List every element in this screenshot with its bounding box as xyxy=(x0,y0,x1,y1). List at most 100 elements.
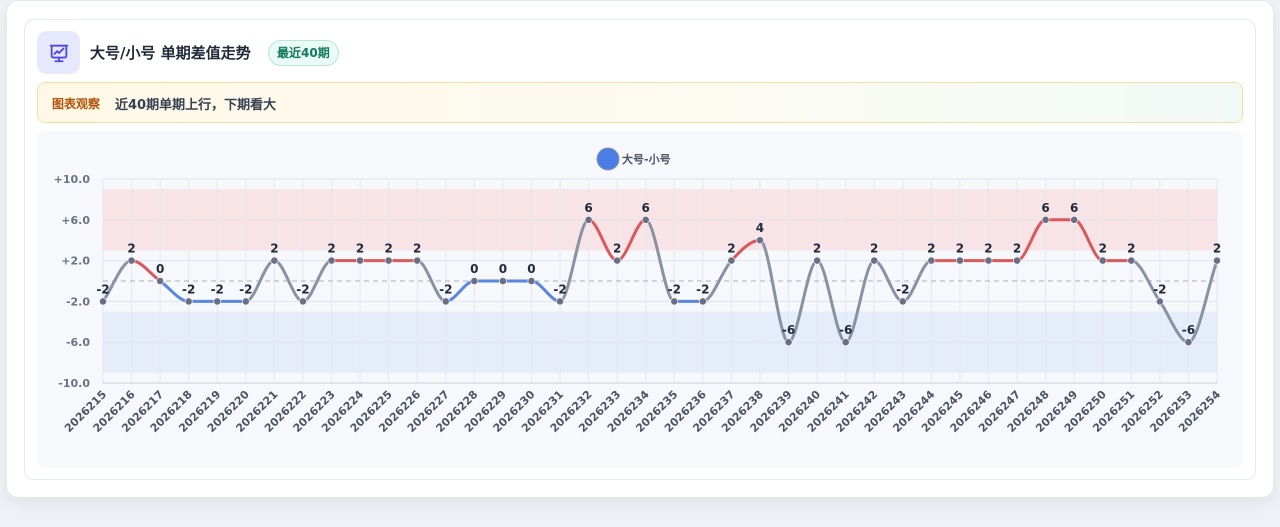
data-point xyxy=(670,297,679,306)
data-point xyxy=(527,277,536,285)
y-tick-label: +2.0 xyxy=(61,255,90,268)
data-point xyxy=(384,256,393,265)
data-label: 2 xyxy=(927,242,935,256)
data-label: 2 xyxy=(1213,242,1221,256)
data-label: -6 xyxy=(1182,323,1195,337)
data-label: 0 xyxy=(527,262,535,276)
data-point xyxy=(756,236,764,245)
data-point xyxy=(1013,256,1021,265)
data-point xyxy=(99,297,107,306)
data-label: 2 xyxy=(1099,242,1107,256)
data-label: 2 xyxy=(127,242,135,256)
data-label: -2 xyxy=(696,282,709,296)
data-label: 2 xyxy=(813,242,821,256)
data-point xyxy=(413,256,422,265)
y-tick-label: -10.0 xyxy=(58,377,90,390)
observation-note: 图表观察 近40期单期上行，下期看大 xyxy=(37,82,1243,123)
data-label: 2 xyxy=(327,242,335,256)
data-point xyxy=(127,256,136,265)
data-label: -2 xyxy=(182,282,195,296)
data-label: 2 xyxy=(870,242,878,256)
data-point xyxy=(156,277,165,285)
data-label: -6 xyxy=(839,323,852,337)
data-point xyxy=(1070,215,1079,224)
data-point xyxy=(270,256,279,265)
data-point xyxy=(1098,256,1107,265)
data-label: -2 xyxy=(239,282,252,296)
data-point xyxy=(613,256,622,265)
data-point xyxy=(641,215,650,224)
data-label: 2 xyxy=(384,242,392,256)
data-label: -2 xyxy=(296,282,309,296)
series-line-segment xyxy=(558,218,591,303)
data-label: 6 xyxy=(1041,201,1049,215)
data-label: 2 xyxy=(613,242,621,256)
data-label: 2 xyxy=(413,242,421,256)
data-point xyxy=(727,256,736,265)
data-label: 6 xyxy=(642,201,650,215)
observation-text: 近40期单期上行，下期看大 xyxy=(115,98,277,113)
data-point xyxy=(1127,256,1136,265)
y-tick-label: -2.0 xyxy=(66,295,90,308)
data-point xyxy=(1155,297,1164,306)
data-point xyxy=(1041,215,1050,224)
data-point xyxy=(927,256,936,265)
data-point xyxy=(213,297,222,306)
series-line-segment xyxy=(815,259,848,344)
data-label: -2 xyxy=(96,282,109,296)
data-label: 2 xyxy=(356,242,364,256)
data-point xyxy=(1184,338,1193,347)
data-label: 2 xyxy=(956,242,964,256)
data-label: -2 xyxy=(896,282,909,296)
data-point xyxy=(870,256,879,265)
y-tick-label: +10.0 xyxy=(54,173,91,186)
series-line-segment xyxy=(644,218,676,303)
data-point xyxy=(441,297,450,306)
data-point xyxy=(841,338,850,347)
data-point xyxy=(1213,256,1221,265)
data-label: -6 xyxy=(782,323,795,337)
data-label: -2 xyxy=(553,282,566,296)
data-label: 2 xyxy=(984,242,992,256)
data-label: 0 xyxy=(499,262,507,276)
data-point xyxy=(698,297,707,306)
legend-marker xyxy=(596,147,620,171)
data-point xyxy=(784,338,793,347)
observation-tag: 图表观察 xyxy=(52,97,101,111)
line-chart: +10.0 +6.0 +2.0 -2.0 -6.0 -10.0 -2 2 0 -2 -2 -2 2 -2 2… xyxy=(54,147,1223,435)
legend-label: 大号-小号 xyxy=(622,152,671,166)
data-label: -2 xyxy=(439,282,452,296)
data-label: 6 xyxy=(1070,201,1078,215)
data-label: -2 xyxy=(668,282,681,296)
data-label: 2 xyxy=(270,242,278,256)
data-label: -2 xyxy=(211,282,224,296)
chart-title: 大号/小号 单期差值走势 xyxy=(90,44,251,62)
series-line-segment xyxy=(758,238,791,344)
data-point xyxy=(327,256,336,265)
data-point xyxy=(241,297,250,306)
chart-area: +10.0 +6.0 +2.0 -2.0 -6.0 -10.0 -2 2 0 -2 -2 -2 2 -2 2… xyxy=(37,131,1243,468)
data-label: -2 xyxy=(1153,282,1166,296)
data-point xyxy=(184,297,193,306)
data-point xyxy=(956,256,964,265)
y-tick-label: +6.0 xyxy=(61,214,90,227)
data-point xyxy=(470,277,479,285)
data-label: 0 xyxy=(156,262,164,276)
data-point xyxy=(556,297,564,306)
presentation-chart-icon xyxy=(37,31,80,74)
data-label: 6 xyxy=(584,201,592,215)
data-label: 2 xyxy=(1127,242,1135,256)
data-point xyxy=(898,297,907,306)
data-label: 0 xyxy=(470,262,478,276)
data-label: 4 xyxy=(756,221,764,235)
period-badge: 最近40期 xyxy=(268,40,339,66)
data-point xyxy=(299,297,307,306)
series-line-segment xyxy=(844,259,876,344)
data-point xyxy=(984,256,993,265)
y-tick-label: -6.0 xyxy=(66,336,90,349)
series-line-segment xyxy=(787,259,819,344)
data-label: 2 xyxy=(727,242,735,256)
data-point xyxy=(813,256,822,265)
data-point xyxy=(356,256,364,265)
data-point xyxy=(498,277,507,285)
